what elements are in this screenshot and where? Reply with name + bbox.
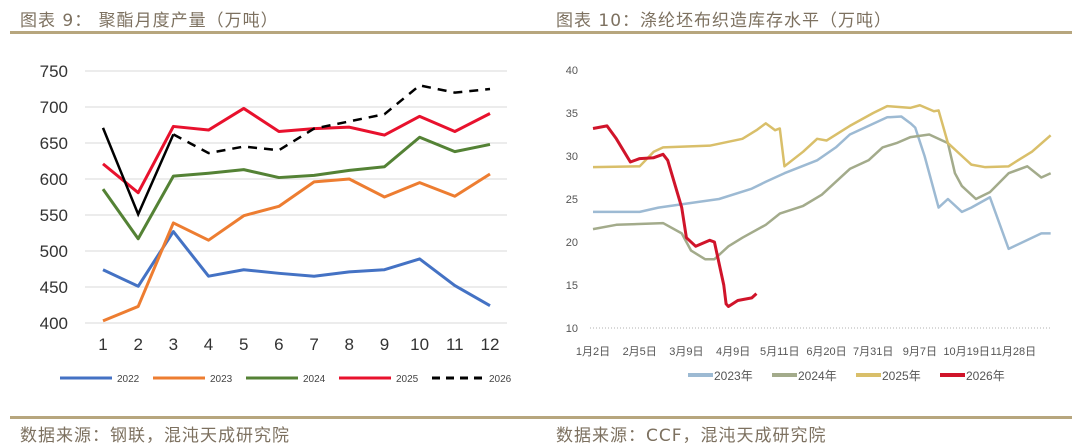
y-tick-label: 750 (40, 62, 68, 81)
legend-label-2023年: 2023年 (714, 369, 753, 383)
y-tick-label: 500 (40, 242, 68, 261)
x-tick-label: 2月5日 (623, 346, 657, 358)
x-tick-label: 2 (133, 335, 142, 354)
left-chart-title: 图表 9： 聚酯月度产量（万吨） (20, 11, 279, 31)
y-tick-label: 700 (40, 98, 68, 117)
x-tick-label: 11月28日 (990, 346, 1036, 358)
legend-label-2026: 2026 (489, 374, 512, 385)
right-chart-title: 图表 10：涤纶坯布织造库存水平（万吨） (556, 11, 893, 31)
y-tick-label: 10 (566, 323, 578, 335)
y-tick-label: 25 (566, 194, 578, 206)
series-line-2025 (102, 106, 491, 195)
x-tick-label: 5 (239, 335, 248, 354)
y-tick-label: 400 (40, 314, 68, 333)
legend-label-2024年: 2024年 (798, 369, 837, 383)
legend-label-2026年: 2026年 (966, 369, 1005, 383)
legend-label-2022: 2022 (117, 374, 140, 385)
header-divider (10, 31, 1072, 34)
y-tick-label: 600 (40, 170, 68, 189)
series-line-2026-solid (101, 127, 175, 218)
legend-label-2023: 2023 (210, 374, 233, 385)
y-tick-label: 650 (40, 134, 68, 153)
y-tick-label: 15 (566, 280, 578, 292)
x-tick-label: 10 (410, 335, 429, 354)
x-tick-label: 7月31日 (853, 346, 893, 358)
legend-label-2025: 2025 (396, 374, 419, 385)
y-tick-label: 40 (566, 65, 578, 77)
x-tick-label: 1月2日 (576, 346, 610, 358)
x-tick-label: 4月9日 (716, 346, 750, 358)
y-tick-label: 550 (40, 206, 68, 225)
left-source-note: 数据来源：钢联，混沌天成研究院 (20, 426, 290, 446)
x-tick-label: 3 (169, 335, 178, 354)
x-tick-label: 9月7日 (903, 346, 937, 358)
legend-label-2024: 2024 (303, 374, 326, 385)
series-line-2023 (102, 172, 491, 323)
y-tick-label: 450 (40, 278, 68, 297)
x-tick-label: 8 (345, 335, 354, 354)
series-line-2023年 (593, 115, 1051, 251)
x-tick-label: 1 (98, 335, 107, 354)
y-tick-label: 35 (566, 108, 578, 120)
series-line-2025年 (592, 104, 1052, 169)
x-tick-label: 9 (380, 335, 389, 354)
fabric-inventory-chart: 10 15 20 25 30 35 40 1月2日 2月5日 3月9日 4月9日 5月11日 6月20日… (566, 65, 1052, 383)
x-tick-label: 12 (481, 335, 500, 354)
x-tick-label: 3月9日 (669, 346, 703, 358)
legend-label-2025年: 2025年 (882, 369, 921, 383)
x-tick-label: 7 (309, 335, 318, 354)
x-tick-label: 6 (274, 335, 283, 354)
x-tick-label: 10月19日 (943, 346, 989, 358)
series-line-2024年 (592, 133, 1052, 261)
footer-divider (10, 416, 1072, 419)
series-line-2026年 (592, 124, 758, 308)
y-tick-label: 30 (566, 151, 578, 163)
right-source-note: 数据来源：CCF，混沌天成研究院 (556, 426, 827, 446)
x-tick-label: 5月11日 (760, 346, 800, 358)
x-tick-label: 4 (204, 335, 213, 354)
x-tick-label: 6月20日 (806, 346, 846, 358)
x-tick-label: 11 (446, 335, 464, 354)
y-tick-label: 20 (566, 237, 578, 249)
series-line-2024 (101, 135, 491, 241)
